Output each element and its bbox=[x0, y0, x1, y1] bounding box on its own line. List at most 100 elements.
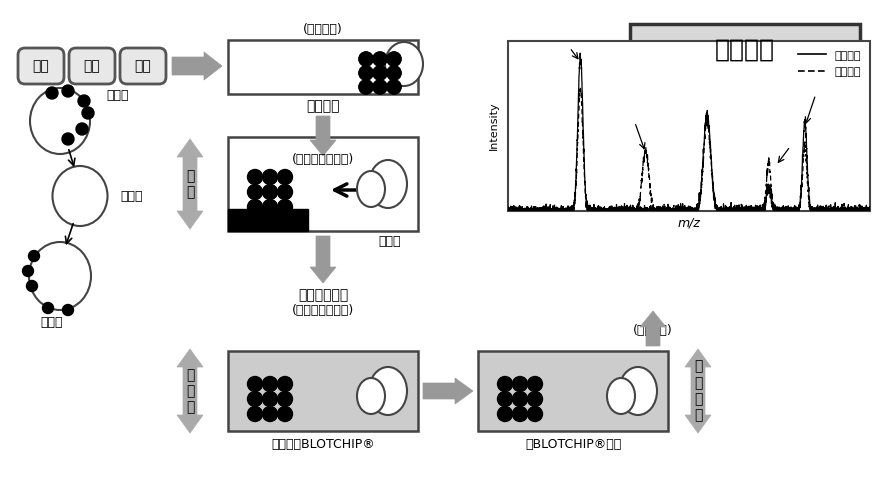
Circle shape bbox=[278, 407, 293, 421]
Text: 向BLOTCHIP®照射: 向BLOTCHIP®照射 bbox=[525, 438, 621, 452]
Bar bbox=[228, 351, 418, 431]
Polygon shape bbox=[310, 236, 336, 283]
Circle shape bbox=[498, 391, 513, 407]
Circle shape bbox=[76, 123, 88, 135]
Polygon shape bbox=[177, 349, 203, 433]
Ellipse shape bbox=[607, 378, 635, 414]
Circle shape bbox=[63, 304, 73, 316]
Circle shape bbox=[359, 80, 373, 94]
Bar bbox=[228, 209, 308, 231]
Text: 肽组分析: 肽组分析 bbox=[715, 38, 775, 62]
Circle shape bbox=[82, 107, 94, 119]
FancyBboxPatch shape bbox=[120, 48, 166, 84]
Circle shape bbox=[387, 52, 401, 66]
Text: 吸附肽: 吸附肽 bbox=[106, 88, 128, 102]
Ellipse shape bbox=[369, 160, 407, 208]
FancyBboxPatch shape bbox=[69, 48, 115, 84]
Ellipse shape bbox=[369, 367, 407, 415]
Text: 质
量
分
析: 质 量 分 析 bbox=[694, 360, 702, 422]
Text: m/z: m/z bbox=[677, 217, 700, 229]
Circle shape bbox=[278, 199, 293, 215]
Ellipse shape bbox=[385, 42, 423, 86]
Circle shape bbox=[248, 185, 263, 199]
Circle shape bbox=[373, 80, 387, 94]
Circle shape bbox=[248, 199, 263, 215]
Bar bbox=[228, 137, 418, 231]
Circle shape bbox=[22, 266, 34, 276]
Circle shape bbox=[263, 199, 278, 215]
Circle shape bbox=[263, 377, 278, 391]
Circle shape bbox=[359, 52, 373, 66]
Circle shape bbox=[62, 133, 74, 145]
Circle shape bbox=[373, 52, 387, 66]
Ellipse shape bbox=[357, 171, 385, 207]
Circle shape bbox=[263, 169, 278, 185]
Circle shape bbox=[263, 391, 278, 407]
Circle shape bbox=[42, 302, 54, 313]
Circle shape bbox=[359, 80, 373, 94]
Circle shape bbox=[359, 66, 373, 80]
Circle shape bbox=[46, 87, 58, 99]
Bar bbox=[478, 351, 668, 431]
Circle shape bbox=[62, 85, 74, 97]
Circle shape bbox=[248, 391, 263, 407]
Ellipse shape bbox=[52, 166, 108, 226]
Circle shape bbox=[248, 169, 263, 185]
Circle shape bbox=[373, 66, 387, 80]
Circle shape bbox=[498, 407, 513, 421]
Text: 电
转
印: 电 转 印 bbox=[186, 368, 194, 414]
Ellipse shape bbox=[29, 242, 91, 310]
Circle shape bbox=[513, 391, 528, 407]
Circle shape bbox=[528, 407, 543, 421]
Text: 组织: 组织 bbox=[84, 59, 101, 73]
Circle shape bbox=[387, 80, 401, 94]
Polygon shape bbox=[685, 349, 711, 433]
Ellipse shape bbox=[357, 378, 385, 414]
Circle shape bbox=[27, 280, 37, 292]
Legend: 患者样本, 健康样本: 患者样本, 健康样本 bbox=[795, 47, 865, 81]
Circle shape bbox=[387, 66, 401, 80]
Circle shape bbox=[498, 377, 513, 391]
Ellipse shape bbox=[30, 88, 90, 154]
Circle shape bbox=[278, 391, 293, 407]
Circle shape bbox=[373, 80, 387, 94]
Circle shape bbox=[359, 52, 373, 66]
Polygon shape bbox=[172, 52, 222, 80]
Bar bbox=[508, 41, 870, 211]
Circle shape bbox=[278, 185, 293, 199]
Circle shape bbox=[387, 80, 401, 94]
Text: (肽与蛋白质分离): (肽与蛋白质分离) bbox=[292, 153, 354, 165]
Text: (肽转印到芯片上): (肽转印到芯片上) bbox=[292, 304, 354, 318]
Polygon shape bbox=[310, 116, 336, 156]
Text: 游离肽: 游离肽 bbox=[120, 190, 142, 202]
Circle shape bbox=[387, 52, 401, 66]
Circle shape bbox=[359, 66, 373, 80]
Text: 蛋白质: 蛋白质 bbox=[378, 235, 401, 247]
Ellipse shape bbox=[619, 367, 657, 415]
Circle shape bbox=[248, 377, 263, 391]
Circle shape bbox=[263, 185, 278, 199]
Text: 电
泳: 电 泳 bbox=[186, 169, 194, 199]
Circle shape bbox=[78, 95, 90, 107]
Text: (照射激光): (照射激光) bbox=[633, 325, 673, 337]
Polygon shape bbox=[640, 311, 666, 346]
Circle shape bbox=[373, 66, 387, 80]
FancyBboxPatch shape bbox=[18, 48, 64, 84]
Circle shape bbox=[528, 391, 543, 407]
Text: 蛋白质: 蛋白质 bbox=[41, 316, 64, 328]
Text: 血液: 血液 bbox=[33, 59, 50, 73]
Text: 转印后的BLOTCHIP®: 转印后的BLOTCHIP® bbox=[271, 438, 375, 452]
Text: 电泳后的凝胶: 电泳后的凝胶 bbox=[298, 288, 348, 302]
Bar bbox=[228, 40, 418, 94]
Circle shape bbox=[278, 377, 293, 391]
Circle shape bbox=[513, 377, 528, 391]
Circle shape bbox=[248, 407, 263, 421]
Circle shape bbox=[513, 407, 528, 421]
Circle shape bbox=[263, 407, 278, 421]
Text: 细胞: 细胞 bbox=[134, 59, 151, 73]
Bar bbox=[630, 24, 860, 76]
Circle shape bbox=[373, 52, 387, 66]
Polygon shape bbox=[423, 378, 473, 404]
Text: 电泳凝胶: 电泳凝胶 bbox=[306, 99, 339, 113]
Circle shape bbox=[387, 66, 401, 80]
